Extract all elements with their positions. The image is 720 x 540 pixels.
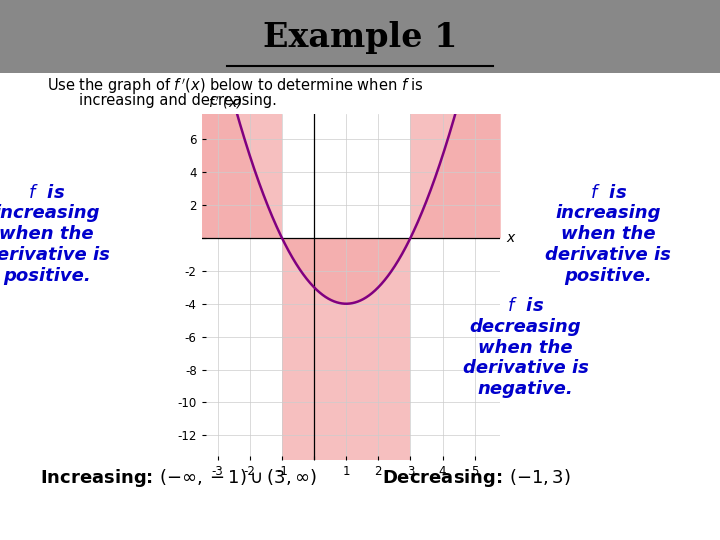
Text: Use the graph of $f\,'(x)$ below to determine when $f$ is: Use the graph of $f\,'(x)$ below to dete… — [47, 77, 424, 96]
Text: Example 1: Example 1 — [263, 21, 457, 55]
Text: $f$  is
decreasing
when the
derivative is
negative.: $f$ is decreasing when the derivative is… — [463, 297, 588, 398]
Text: $f$  is
increasing
when the
derivative is
positive.: $f$ is increasing when the derivative is… — [0, 184, 109, 285]
Text: Decreasing: $(-1,3)$: Decreasing: $(-1,3)$ — [382, 467, 570, 489]
Text: increasing and decreasing.: increasing and decreasing. — [79, 93, 277, 109]
Text: $f$  is
increasing
when the
derivative is
positive.: $f$ is increasing when the derivative is… — [546, 184, 671, 285]
Text: $f\,'$ (x): $f\,'$ (x) — [207, 95, 242, 111]
Text: $x$: $x$ — [506, 231, 517, 245]
Text: Increasing: $(-\infty,-1)\cup(3,\infty)$: Increasing: $(-\infty,-1)\cup(3,\infty)$ — [40, 467, 316, 489]
